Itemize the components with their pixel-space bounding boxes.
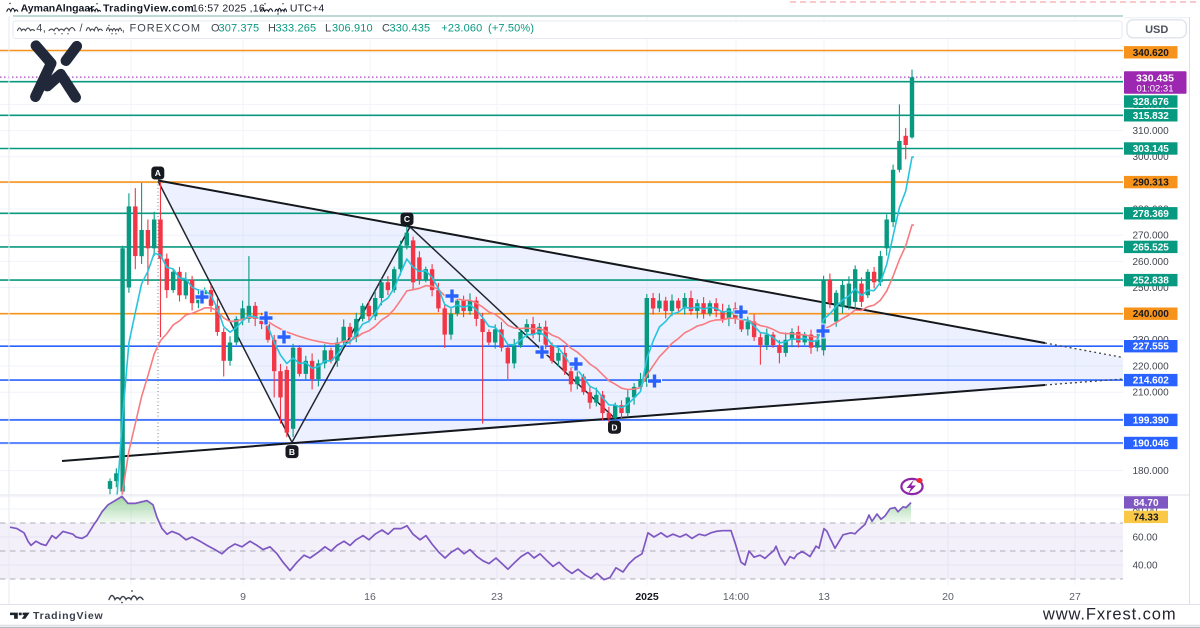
- svg-text:340.620: 340.620: [1133, 48, 1170, 59]
- svg-text:14:00: 14:00: [723, 591, 749, 603]
- svg-text:315.832: 315.832: [1133, 111, 1170, 122]
- svg-text:310.000: 310.000: [1133, 126, 1170, 137]
- svg-text:FOREXCOM: FOREXCOM: [130, 23, 202, 35]
- svg-text:306.910: 306.910: [332, 23, 373, 35]
- svg-text:,: ,: [43, 23, 46, 35]
- svg-text:H: H: [268, 23, 276, 35]
- svg-text:01:02:31: 01:02:31: [1137, 84, 1174, 95]
- svg-text:C: C: [382, 23, 390, 35]
- svg-text:/: /: [80, 23, 84, 35]
- svg-text:84.70: 84.70: [1133, 498, 1158, 509]
- svg-text:TradingView: TradingView: [33, 610, 103, 622]
- svg-text:330.435: 330.435: [390, 23, 431, 35]
- svg-text:(+7.50%): (+7.50%): [488, 23, 534, 35]
- svg-text:278.369: 278.369: [1133, 209, 1170, 220]
- svg-text:B: B: [289, 447, 295, 457]
- svg-text:2025: 2025: [635, 591, 659, 603]
- svg-text:60.00: 60.00: [1133, 532, 1158, 543]
- svg-text:UTC+4: UTC+4: [290, 2, 325, 14]
- svg-text:O: O: [211, 23, 220, 35]
- svg-text:190.046: 190.046: [1133, 439, 1170, 450]
- svg-text:240.000: 240.000: [1133, 309, 1170, 320]
- svg-text:265.525: 265.525: [1133, 242, 1170, 253]
- svg-text:23: 23: [491, 591, 503, 603]
- svg-text:AymanAlngaar: AymanAlngaar: [21, 2, 95, 14]
- svg-text:16: 16: [364, 591, 376, 603]
- svg-text:199.390: 199.390: [1133, 415, 1170, 426]
- svg-text:9: 9: [240, 591, 246, 603]
- svg-text:252.838: 252.838: [1133, 276, 1170, 287]
- svg-text:74.33: 74.33: [1133, 512, 1158, 523]
- svg-text:220.000: 220.000: [1133, 361, 1170, 372]
- svg-text:214.602: 214.602: [1133, 376, 1170, 387]
- svg-text:20: 20: [942, 591, 954, 603]
- svg-text:www.Fxrest.com: www.Fxrest.com: [1042, 606, 1177, 624]
- svg-text:13: 13: [818, 591, 830, 603]
- svg-text:333.265: 333.265: [276, 23, 317, 35]
- svg-text:250.000: 250.000: [1133, 283, 1170, 294]
- svg-text:C: C: [404, 214, 410, 224]
- svg-text:TradingView.com: TradingView.com: [103, 2, 194, 14]
- svg-text:+23.060: +23.060: [441, 23, 482, 35]
- svg-text:4: 4: [36, 23, 42, 35]
- svg-text:L: L: [325, 23, 331, 35]
- svg-text:80.00: 80.00: [1133, 504, 1158, 515]
- svg-text:A: A: [155, 168, 161, 178]
- svg-text:227.555: 227.555: [1133, 342, 1170, 353]
- svg-text:USD: USD: [1145, 24, 1168, 36]
- svg-text:303.145: 303.145: [1133, 144, 1170, 155]
- svg-text:180.000: 180.000: [1133, 466, 1170, 477]
- svg-text:260.000: 260.000: [1133, 257, 1170, 268]
- svg-text:,: ,: [122, 23, 125, 35]
- svg-text:16:57 2025 ,16: 16:57 2025 ,16: [192, 2, 265, 14]
- svg-text:300.000: 300.000: [1133, 152, 1170, 163]
- svg-text:210.000: 210.000: [1133, 388, 1170, 399]
- svg-text:27: 27: [1069, 591, 1081, 603]
- svg-text:290.313: 290.313: [1133, 178, 1170, 189]
- svg-text:328.676: 328.676: [1133, 97, 1170, 108]
- svg-text:40.00: 40.00: [1133, 560, 1158, 571]
- svg-text:330.435: 330.435: [1136, 73, 1174, 85]
- svg-text:D: D: [611, 422, 617, 432]
- svg-text:307.375: 307.375: [219, 23, 260, 35]
- svg-text:270.000: 270.000: [1133, 231, 1170, 242]
